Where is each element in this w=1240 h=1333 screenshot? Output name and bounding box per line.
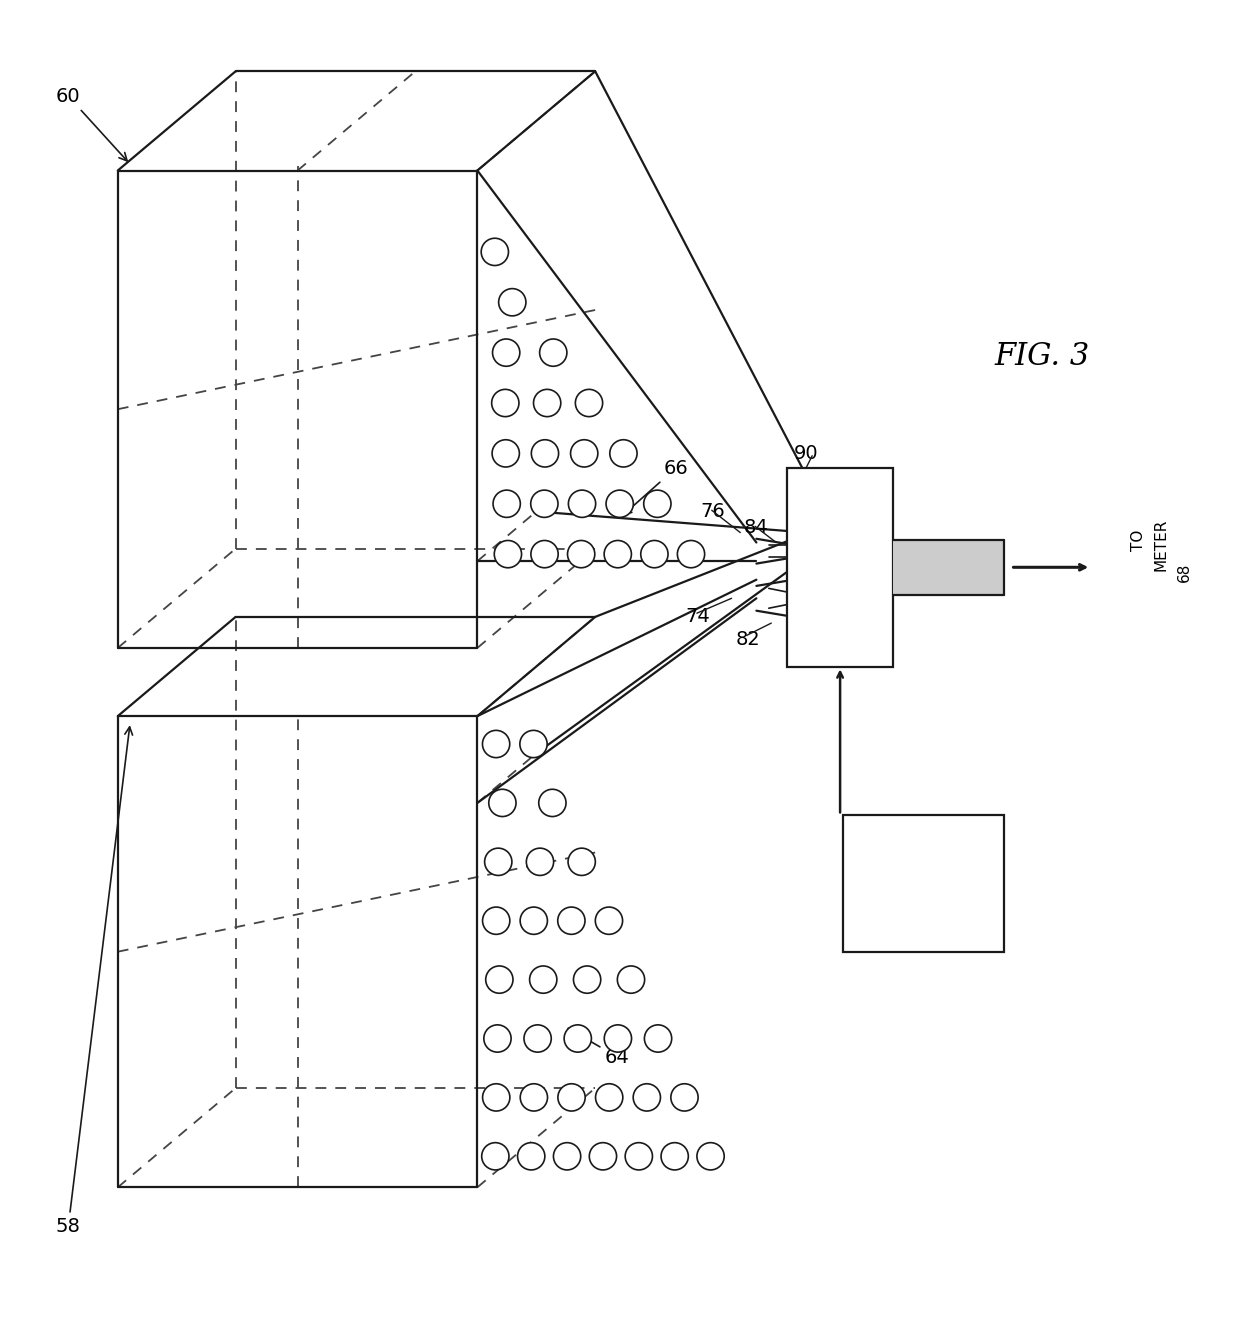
Text: 58: 58 — [56, 726, 133, 1237]
Circle shape — [625, 1142, 652, 1170]
Text: 76: 76 — [701, 503, 725, 521]
Circle shape — [604, 540, 631, 568]
Bar — [843, 816, 1004, 952]
Circle shape — [531, 540, 558, 568]
Circle shape — [634, 1084, 661, 1110]
Circle shape — [558, 1084, 585, 1110]
Circle shape — [595, 906, 622, 934]
Circle shape — [494, 491, 521, 517]
Text: FIG. 3: FIG. 3 — [994, 341, 1089, 372]
Circle shape — [521, 1084, 548, 1110]
Circle shape — [641, 540, 668, 568]
Circle shape — [558, 906, 585, 934]
Text: 202: 202 — [905, 874, 942, 893]
Text: 84: 84 — [744, 519, 769, 537]
Text: 90: 90 — [794, 444, 818, 463]
Circle shape — [489, 789, 516, 817]
Circle shape — [482, 906, 510, 934]
Circle shape — [520, 730, 547, 757]
Circle shape — [573, 966, 600, 993]
Circle shape — [517, 1142, 544, 1170]
Circle shape — [529, 966, 557, 993]
Text: 74: 74 — [686, 608, 711, 627]
Circle shape — [525, 1025, 552, 1052]
Circle shape — [531, 491, 558, 517]
Circle shape — [481, 1142, 508, 1170]
Circle shape — [498, 289, 526, 316]
Circle shape — [491, 389, 518, 417]
Circle shape — [553, 1142, 580, 1170]
Circle shape — [533, 389, 560, 417]
Bar — [787, 468, 893, 666]
Circle shape — [495, 540, 522, 568]
Circle shape — [486, 966, 513, 993]
Circle shape — [671, 1084, 698, 1110]
Circle shape — [526, 848, 553, 876]
Circle shape — [485, 848, 512, 876]
Text: 82: 82 — [735, 629, 760, 649]
Circle shape — [606, 491, 634, 517]
Circle shape — [595, 1084, 622, 1110]
Circle shape — [589, 1142, 616, 1170]
Circle shape — [604, 1025, 631, 1052]
Circle shape — [618, 966, 645, 993]
Circle shape — [570, 440, 598, 467]
Text: 68: 68 — [1177, 563, 1192, 583]
Circle shape — [492, 440, 520, 467]
Circle shape — [568, 848, 595, 876]
Circle shape — [482, 1084, 510, 1110]
Circle shape — [484, 1025, 511, 1052]
Circle shape — [539, 339, 567, 367]
Circle shape — [575, 389, 603, 417]
Circle shape — [481, 239, 508, 265]
Circle shape — [661, 1142, 688, 1170]
Circle shape — [492, 339, 520, 367]
Text: 64: 64 — [568, 1029, 630, 1066]
Circle shape — [538, 789, 565, 817]
Circle shape — [697, 1142, 724, 1170]
Text: METER: METER — [1153, 519, 1168, 571]
Circle shape — [677, 540, 704, 568]
Bar — [893, 540, 1004, 595]
Circle shape — [564, 1025, 591, 1052]
Circle shape — [645, 1025, 672, 1052]
Circle shape — [482, 730, 510, 757]
Text: TO: TO — [1131, 529, 1146, 551]
Circle shape — [610, 440, 637, 467]
Circle shape — [568, 491, 595, 517]
Text: 66: 66 — [624, 459, 688, 515]
Text: 60: 60 — [56, 87, 126, 161]
Circle shape — [644, 491, 671, 517]
Circle shape — [568, 540, 595, 568]
Circle shape — [531, 440, 558, 467]
Circle shape — [520, 906, 547, 934]
